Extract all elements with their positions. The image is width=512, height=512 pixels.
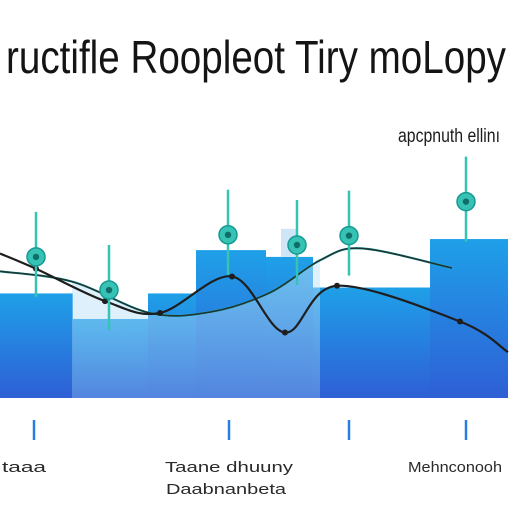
marker-center-2 xyxy=(105,286,113,294)
marker-group xyxy=(26,156,476,331)
bar-6 xyxy=(313,287,388,398)
marker-center-5 xyxy=(345,232,353,239)
chart-annotation: apcpnuth ellinı xyxy=(398,126,500,147)
marker-center-3 xyxy=(224,231,232,238)
area-fill-group xyxy=(72,260,320,398)
x-tick-group xyxy=(32,420,468,440)
marker-center-1 xyxy=(32,253,40,261)
x-tick-label-2-line-2: Daabnanbeta xyxy=(166,481,287,498)
marker-center-6 xyxy=(462,198,470,205)
x-tick-label-1-line-1: taaa xyxy=(2,459,47,476)
line-series-1-point-3 xyxy=(157,310,163,316)
bar-7 xyxy=(388,287,430,398)
x-tick-label-3-line-1: Mehnconooh xyxy=(408,459,502,476)
line-series-1-point-7 xyxy=(457,318,463,325)
marker-center-4 xyxy=(293,241,301,249)
bar-1 xyxy=(0,293,73,398)
line-series-2-outline xyxy=(0,247,453,317)
x-tick-label-2-line-1: Taane dhuuny xyxy=(165,459,294,476)
chart-title: ructifle Roopleot Tiry moLopy xyxy=(6,31,506,83)
line-group xyxy=(0,247,509,354)
line-series-1-point-2 xyxy=(102,298,108,305)
line-series-1-point-5 xyxy=(282,329,288,336)
line-series-1-point-6 xyxy=(334,282,340,289)
line-series-1-point-4 xyxy=(229,273,235,280)
area-fill xyxy=(72,260,320,398)
bar-8 xyxy=(430,239,508,398)
line-series-1 xyxy=(0,252,509,354)
